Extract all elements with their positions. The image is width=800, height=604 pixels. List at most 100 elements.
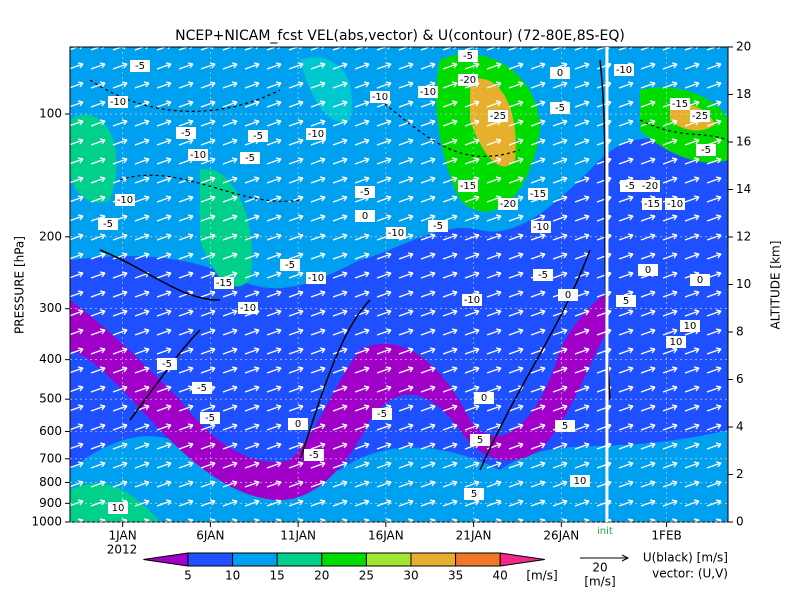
contour-label: 0 (697, 275, 703, 286)
colorbar-box (365, 552, 412, 567)
contour-label-bg (200, 412, 220, 424)
y2-tick-label: 6 (736, 372, 744, 386)
contour-label: -5 (285, 260, 295, 271)
contour-label-bg (690, 110, 710, 122)
colorbar-label: 20 (314, 569, 329, 583)
contour-label: 0 (481, 393, 487, 404)
contour-label-bg (555, 420, 575, 432)
contour-label: -10 (308, 129, 324, 140)
contour-label: -10 (117, 195, 133, 206)
contour-label-bg (620, 180, 640, 192)
contour-label-bg (570, 475, 590, 487)
contour-label-bg (680, 320, 700, 332)
contour-label-bg (550, 102, 570, 114)
contour-label-bg (458, 180, 478, 192)
contour-label: -10 (388, 228, 404, 239)
vector-key-value: 20 (592, 561, 607, 575)
year-label: 2012 (107, 543, 138, 557)
contour-label: -5 (205, 413, 215, 424)
contour-label-bg (690, 274, 710, 286)
colorbar-unit: [m/s] (526, 569, 557, 583)
contour-label: -10 (667, 199, 683, 210)
contour-label-bg (355, 186, 375, 198)
contour-label: -5 (253, 131, 263, 142)
contour-label: 0 (295, 419, 301, 430)
contour-label: -20 (460, 75, 476, 86)
contour-label-bg (638, 264, 658, 276)
colorbar-label: 5 (184, 569, 192, 583)
y-tick-label: 800 (39, 475, 62, 489)
contour-label-bg (558, 289, 578, 301)
contour-label: 5 (477, 435, 483, 446)
colorbar-box (455, 552, 501, 567)
contour-label-bg (696, 144, 716, 156)
contour-label: -5 (360, 187, 370, 198)
contour-label: -5 (538, 270, 548, 281)
x-tick-label: 1FEB (651, 529, 681, 543)
vector-key-unit: [m/s] (584, 575, 615, 589)
contour-label: -20 (642, 181, 658, 192)
contour-label-bg (550, 67, 570, 79)
contour-label-bg (214, 277, 234, 289)
colorbar-label: 35 (448, 569, 463, 583)
contour-label-bg (616, 295, 636, 307)
contour-label-bg (470, 434, 490, 446)
contour-label: -10 (110, 97, 126, 108)
y2-tick-label: 18 (736, 87, 751, 101)
contour-label-bg (474, 392, 494, 404)
contour-label-bg (665, 198, 685, 210)
contour-label-bg (355, 210, 375, 222)
y2-tick-label: 14 (736, 182, 751, 196)
contour-label-bg (304, 449, 324, 461)
init-label: init (597, 526, 613, 537)
contour-label: 0 (565, 290, 571, 301)
contour-label-bg (176, 127, 196, 139)
contour-label: -10 (464, 295, 480, 306)
contour-label-bg (642, 198, 662, 210)
contour-label-bg (488, 110, 508, 122)
contour-label: -10 (308, 273, 324, 284)
contour-label: -10 (533, 222, 549, 233)
contour-label: -5 (197, 383, 207, 394)
contour-label: 10 (684, 321, 697, 332)
contour-label: -5 (103, 219, 113, 230)
contour-label-bg (614, 64, 634, 76)
contour-label-bg (306, 128, 326, 140)
colorbar-label: 15 (270, 569, 285, 583)
contour-label-bg (498, 198, 518, 210)
contour-label-bg (418, 86, 438, 98)
contour-label-bg (464, 488, 484, 500)
colorbar-triangle (499, 552, 545, 567)
contour-label-bg (640, 180, 660, 192)
contour-label: -15 (216, 278, 232, 289)
y-tick-label: 100 (39, 107, 62, 121)
contour-label: -15 (530, 189, 546, 200)
contour-label: 10 (574, 476, 587, 487)
contour-label-bg (157, 358, 177, 370)
colorbar-box (321, 552, 367, 567)
contour-label: -5 (701, 145, 711, 156)
contour-label-bg (670, 98, 690, 110)
contour-label-bg (288, 418, 308, 430)
contour-label-bg (188, 149, 208, 161)
contour-label: 10 (670, 337, 683, 348)
y-tick-label: 700 (39, 451, 62, 465)
contour-label-bg (306, 272, 326, 284)
y2-tick-label: 20 (736, 40, 751, 54)
colorbar-box (410, 552, 457, 567)
contour-label-bg (192, 382, 212, 394)
contour-label: -10 (240, 303, 256, 314)
contour-label-bg (531, 221, 551, 233)
legend-text: U(black) [m/s] (643, 551, 728, 565)
contour-label-bg (98, 218, 118, 230)
contour-label: 5 (623, 296, 629, 307)
legend-text: vector: (U,V) (652, 567, 728, 581)
contour-label-bg (108, 96, 128, 108)
colorbar-box (187, 552, 234, 567)
contour-label: 0 (362, 211, 368, 222)
x-tick-label: 21JAN (456, 529, 492, 543)
x-tick-label: 16JAN (368, 529, 404, 543)
contour-label: -10 (190, 150, 206, 161)
y2-tick-label: 4 (736, 420, 744, 434)
